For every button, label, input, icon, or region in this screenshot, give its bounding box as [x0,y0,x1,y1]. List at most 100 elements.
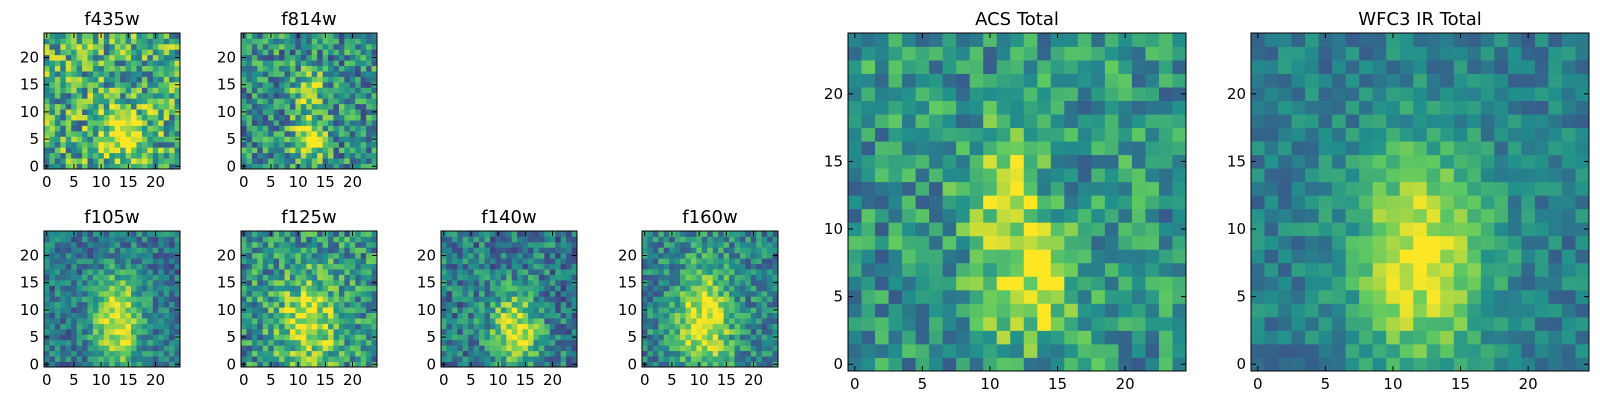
heatmap-cell [251,356,258,362]
heatmap-cell [246,258,253,265]
x-tick-label: 5 [466,371,476,389]
heatmap-cell [300,263,307,270]
heatmap-cell [495,301,502,308]
heatmap-cell [109,323,116,330]
heatmap-cell [479,258,485,265]
heatmap-cell [109,81,116,88]
heatmap-cell [169,125,175,132]
y-tick-label: 20 [417,246,436,264]
heatmap-cell [1305,154,1319,169]
heatmap-cell [1091,60,1106,74]
heatmap-cell [457,290,464,297]
heatmap-cell [65,356,72,362]
heatmap-cell [344,81,351,88]
heatmap-cell [642,318,648,324]
heatmap-cell [446,323,453,330]
heatmap-cell [929,316,944,331]
heatmap-cell [1480,330,1495,345]
panel-title: f814w [281,9,336,30]
axes-frame [240,32,378,170]
heatmap-cell [317,38,323,45]
heatmap-cell [942,60,957,74]
heatmap-cell [441,263,447,270]
heatmap-cell [98,274,105,281]
heatmap-cell [246,279,253,286]
heatmap-cell [1104,73,1119,88]
heatmap-cell [71,247,78,254]
heatmap-cell [322,263,329,270]
heatmap-cell [1118,114,1133,129]
heatmap-cell [120,345,126,352]
heatmap-cell [371,339,378,346]
heatmap-cell [163,334,170,341]
heatmap-cell [284,92,291,99]
heatmap-cell [1318,276,1333,291]
heatmap-cell [544,323,551,330]
heatmap-cell [1172,154,1187,169]
heatmap-cell [549,350,556,357]
y-tick-label: 0 [226,157,236,175]
heatmap-cell [1131,195,1146,210]
heatmap-cell [54,130,61,137]
heatmap-cell [506,296,513,303]
heatmap-cell [517,236,523,243]
heatmap-cell [729,318,735,324]
heatmap-cell [49,114,56,121]
heatmap-cell [158,236,165,243]
heatmap-cell [1104,127,1119,142]
heatmap-cell [103,136,110,143]
heatmap-cell [317,147,323,154]
heatmap-cell [82,125,88,132]
heatmap-cell [241,120,247,126]
heatmap-cell [158,334,165,341]
heatmap-cell [1118,316,1133,331]
heatmap-cell [169,269,175,275]
heatmap-cell [652,307,659,313]
heatmap-cell [44,241,50,248]
heatmap-cell [1064,46,1079,61]
heatmap-cell [451,274,458,281]
heatmap-cell [690,345,697,352]
heatmap-cell [349,109,356,115]
heatmap-cell [1318,168,1333,183]
heatmap-cell [533,312,540,319]
heatmap-cell [1077,181,1092,196]
heatmap-cell [696,241,703,248]
heatmap-cell [1064,235,1079,250]
heatmap-cell [457,318,464,324]
heatmap-cell [723,307,730,313]
heatmap-cell [82,43,88,50]
heatmap-cell [54,125,61,132]
heatmap-cell [322,109,329,115]
heatmap-cell [1064,195,1079,210]
heatmap-cell [284,65,291,72]
heatmap-cell [125,120,132,126]
heatmap-cell [306,328,313,335]
heatmap-cell [1264,222,1279,237]
heatmap-cell [861,100,876,115]
heatmap-cell [82,130,88,137]
heatmap-cell [273,71,280,77]
heatmap-cell [306,307,313,313]
heatmap-cell [500,290,507,297]
heatmap-cell [344,38,351,45]
heatmap-cell [169,136,175,143]
heatmap-cell [1507,330,1522,345]
heatmap-cell [723,296,730,303]
heatmap-cell [500,236,507,243]
heatmap-cell [756,241,763,248]
heatmap-cell [942,87,957,101]
heatmap-cell [273,158,280,164]
heatmap-cell [1305,222,1319,237]
heatmap-cell [1010,154,1025,169]
heatmap-cell [745,231,752,237]
heatmap-cell [136,141,143,148]
heatmap-cell [750,269,757,275]
heatmap-cell [158,328,165,335]
heatmap-cell [690,263,697,270]
heatmap-cell [861,316,876,331]
heatmap-cell [103,87,110,94]
heatmap-cell [333,241,340,248]
heatmap-cell [462,285,469,292]
heatmap-cell [1318,181,1333,196]
